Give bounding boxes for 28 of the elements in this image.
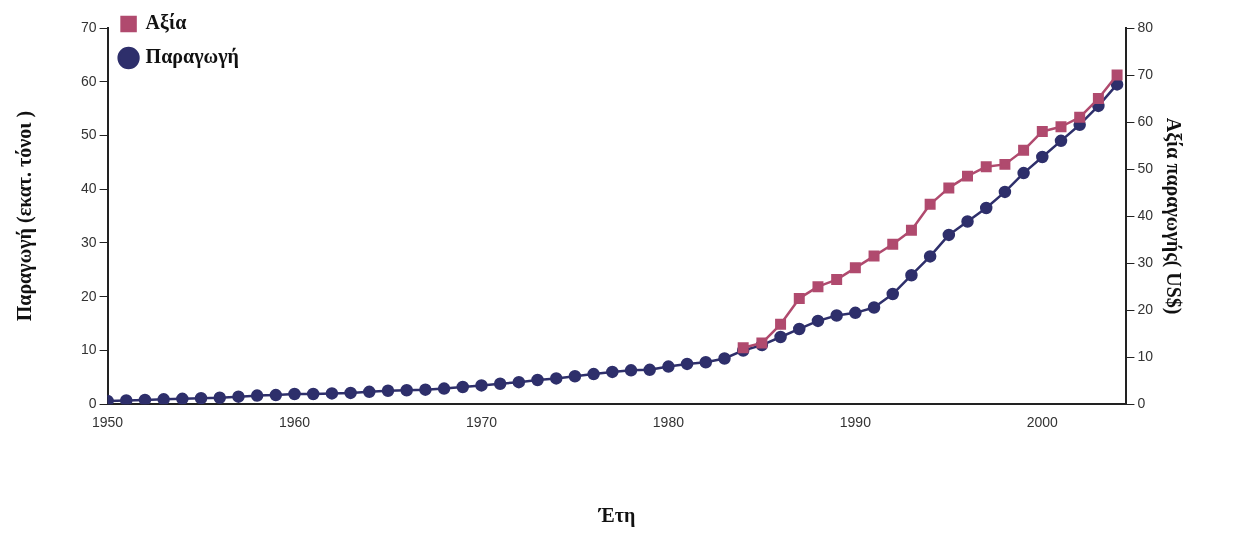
y2-tick-label: 50	[1137, 159, 1154, 176]
y-tick-label: 40	[80, 180, 97, 197]
x-tick-label: 1970	[465, 414, 498, 431]
y2-tick-label: 30	[1137, 253, 1154, 270]
y2-tick-label: 20	[1137, 301, 1154, 318]
y-tick-label: 30	[80, 233, 97, 250]
y2-tick-label: 0	[1137, 395, 1146, 412]
y-tick-label: 60	[80, 72, 97, 89]
y-tick-label: 50	[80, 126, 97, 143]
x-tick-label: 1990	[839, 414, 872, 431]
y2-tick-label: 10	[1137, 348, 1154, 365]
y-axis-title: Παραγωγή (εκατ. τόνοι )	[13, 110, 37, 322]
y2-axis-title: Αξία παραγωγής( US$)	[1161, 117, 1185, 315]
x-axis-title: Έτη	[597, 504, 636, 528]
y-tick-label: 70	[80, 18, 97, 35]
x-tick-label: 1960	[278, 414, 311, 431]
y2-tick-label: 40	[1137, 206, 1154, 223]
x-tick-label: 2000	[1026, 414, 1059, 431]
y-tick-label: 10	[80, 341, 97, 358]
x-tick-label: 1950	[91, 414, 124, 431]
y-tick-label: 20	[80, 287, 97, 304]
y-tick-label: 0	[88, 395, 97, 412]
legend-label: Αξία	[145, 11, 187, 34]
y2-tick-label: 60	[1137, 112, 1154, 129]
legend-label: Παραγωγή	[145, 45, 239, 69]
y2-tick-label: 70	[1137, 65, 1154, 82]
x-tick-label: 1980	[652, 414, 685, 431]
y2-tick-label: 80	[1137, 18, 1154, 35]
